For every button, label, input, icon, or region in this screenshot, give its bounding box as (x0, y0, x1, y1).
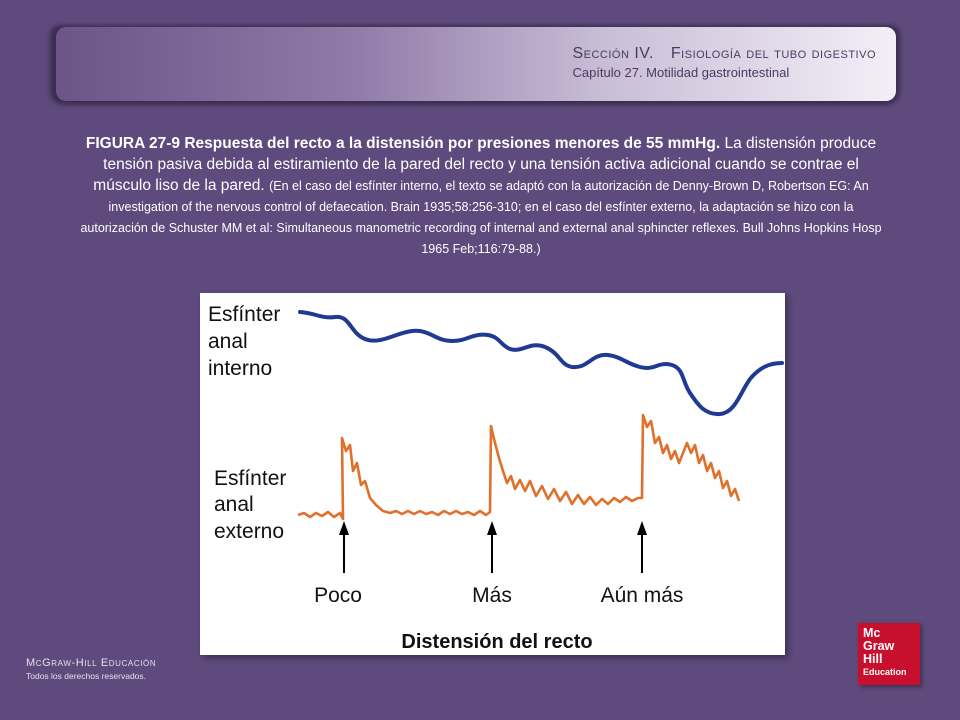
external-label-line1: Esfínter (214, 467, 286, 490)
internal-label-line3: interno (208, 357, 272, 380)
header-text: Sección IV. Fisiología del tubo digestiv… (572, 45, 876, 80)
figure-description: La distensión produce tensión pasiva deb… (93, 135, 877, 194)
section-topic: Fisiología del tubo digestivo (670, 45, 876, 62)
header-banner: Sección IV. Fisiología del tubo digestiv… (56, 27, 896, 101)
footer: McGraw-Hill Educación Todos los derechos… (26, 657, 156, 681)
external-sphincter-trace (297, 413, 741, 521)
arrow-mas (487, 521, 497, 573)
marker-label-mas: Más (472, 584, 512, 607)
external-label-line2: anal (214, 493, 254, 516)
section-line: Sección IV. Fisiología del tubo digestiv… (572, 45, 876, 63)
arrows-group (339, 521, 647, 573)
marker-label-aun-mas: Aún más (601, 584, 684, 607)
internal-sphincter-trace (298, 310, 784, 417)
marker-label-poco: Poco (314, 584, 362, 607)
section-number: Sección IV. (572, 45, 654, 62)
logo-line-2: Graw (863, 639, 895, 653)
arrow-poco (339, 521, 349, 573)
logo-line-1: Mc (863, 626, 881, 640)
arrow-aun-mas (637, 521, 647, 573)
mcgraw-hill-logo: Mc Graw Hill Education (858, 623, 920, 685)
footer-brand: McGraw-Hill Educación (26, 657, 157, 669)
x-axis-label: Distensión del recto (401, 631, 592, 653)
caption-lead: FIGURA 27-9 Respuesta del recto a la dis… (78, 133, 884, 259)
figure-caption: FIGURA 27-9 Respuesta del recto a la dis… (78, 133, 884, 259)
logo-line-3: Hill (863, 652, 883, 666)
footer-rights: Todos los derechos reservados. (26, 671, 147, 681)
internal-label-line1: Esfínter (208, 303, 280, 326)
external-label-line3: externo (214, 520, 284, 543)
rectal-distension-diagram: Esfínter anal interno Esfínter anal exte… (208, 303, 784, 653)
figure-title: FIGURA 27-9 Respuesta del recto a la dis… (85, 135, 721, 152)
logo-line-4: Education (863, 667, 907, 677)
figure-credit: (En el caso del esfínter interno, el tex… (80, 179, 882, 256)
internal-label-line2: anal (208, 330, 248, 353)
figure-panel: Esfínter anal interno Esfínter anal exte… (200, 293, 785, 655)
chapter-title: Capítulo 27. Motilidad gastrointestinal (572, 65, 790, 80)
